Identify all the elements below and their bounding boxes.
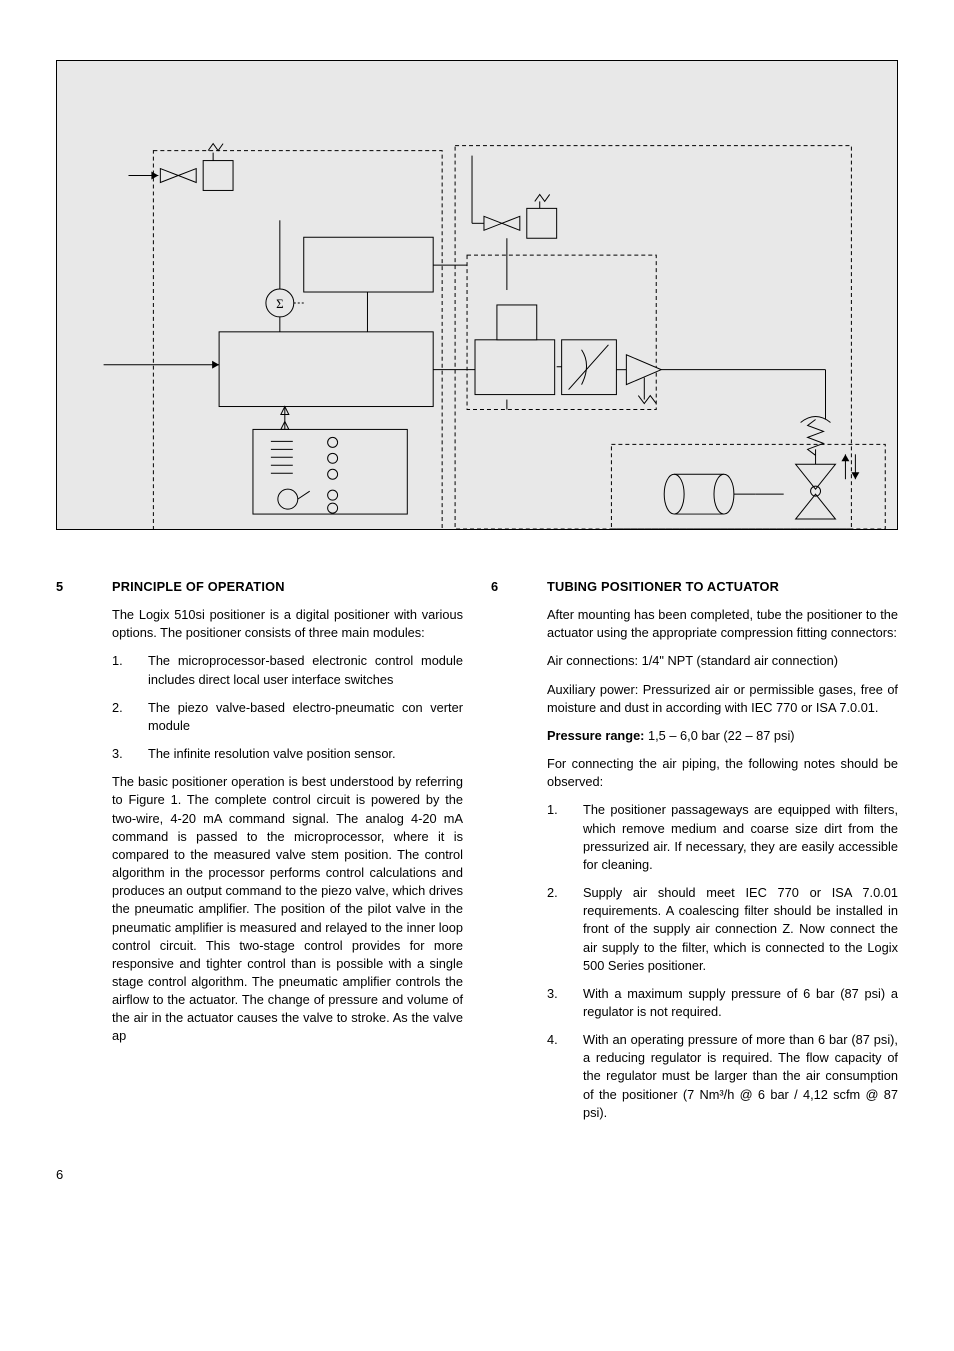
section-title: TUBING POSITIONER TO ACTUATOR: [547, 578, 898, 596]
list-item: 2. Supply air should meet IEC 770 or ISA…: [547, 884, 898, 975]
paragraph: Air connections: 1/4" NPT (standard air …: [547, 652, 898, 670]
paragraph: The Logix 510si positioner is a digital …: [112, 606, 463, 642]
list-item: 1. The microprocessor-based electronic c…: [112, 652, 463, 688]
right-column: 6 TUBING POSITIONER TO ACTUATOR After mo…: [491, 578, 898, 1142]
svg-text:Σ: Σ: [276, 296, 284, 311]
list-item: 4. With an operating pressure of more th…: [547, 1031, 898, 1122]
paragraph: The basic positioner operation is best u…: [112, 773, 463, 1045]
section-number: 6: [491, 578, 547, 1132]
list-item: 3. With a maximum supply pressure of 6 b…: [547, 985, 898, 1021]
diagram-box: Σ: [56, 60, 898, 530]
list-item: 2. The piezo valve-based electro-pneumat…: [112, 699, 463, 735]
list-item: 1. The positioner passageways are equipp…: [547, 801, 898, 874]
left-column: 5 PRINCIPLE OF OPERATION The Logix 510si…: [56, 578, 463, 1142]
paragraph: After mounting has been completed, tube …: [547, 606, 898, 642]
list-item: 3. The infinite resolution valve positio…: [112, 745, 463, 763]
section-number: 5: [56, 578, 112, 1056]
page-number: 6: [56, 1166, 898, 1184]
schematic-diagram: Σ: [57, 61, 897, 529]
text-columns: 5 PRINCIPLE OF OPERATION The Logix 510si…: [56, 578, 898, 1142]
paragraph: Pressure range: 1,5 – 6,0 bar (22 – 87 p…: [547, 727, 898, 745]
paragraph: Auxiliary power: Pressurized air or perm…: [547, 681, 898, 717]
section-title: PRINCIPLE OF OPERATION: [112, 578, 463, 596]
paragraph: For connecting the air piping, the follo…: [547, 755, 898, 791]
